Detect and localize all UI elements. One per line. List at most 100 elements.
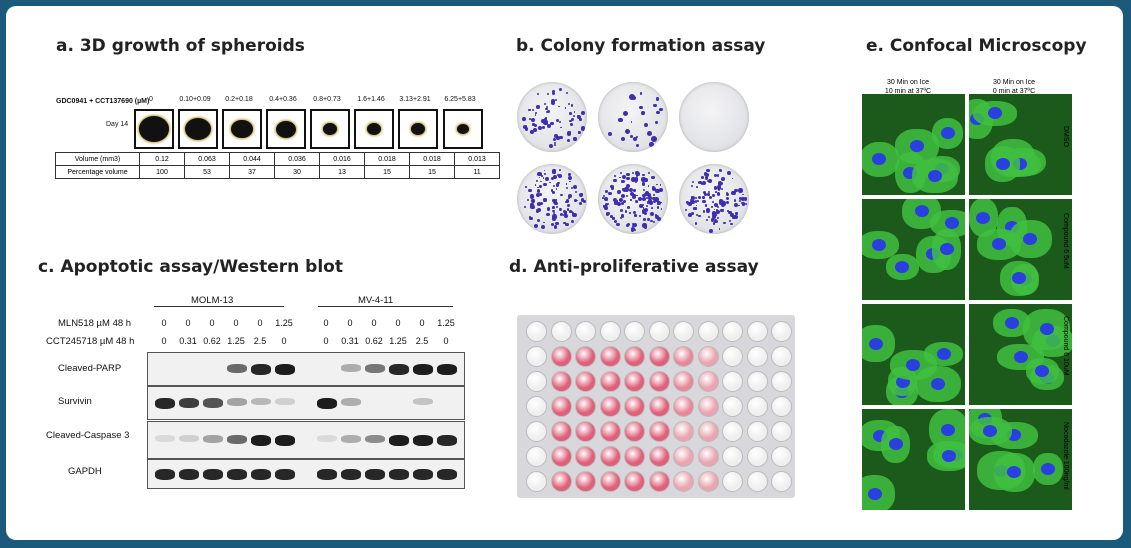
plate-well	[746, 396, 768, 417]
colony	[580, 193, 583, 196]
colony	[560, 194, 563, 197]
colony	[567, 208, 570, 211]
colony	[535, 179, 538, 183]
cell-nucleus	[987, 107, 1002, 120]
protein-band	[341, 398, 361, 406]
colony	[731, 177, 734, 180]
colony	[569, 123, 573, 126]
colony	[605, 202, 609, 207]
spheroid-blob	[139, 116, 169, 142]
colony	[643, 188, 646, 191]
colony	[552, 137, 556, 141]
colony	[704, 173, 710, 178]
colony	[716, 192, 721, 196]
colony	[545, 176, 550, 181]
colony	[544, 117, 547, 121]
colony	[631, 224, 634, 227]
colony	[535, 208, 540, 213]
colony	[624, 129, 630, 135]
colony	[632, 136, 637, 141]
colony	[534, 111, 537, 114]
colony	[609, 215, 613, 218]
colony	[645, 124, 648, 127]
dose-value: 1.25	[437, 318, 455, 328]
protein-band	[179, 469, 199, 480]
colony	[725, 200, 730, 205]
colony	[553, 175, 558, 180]
colony	[621, 180, 625, 184]
volume-cell: 0.018	[409, 152, 455, 166]
colony	[552, 205, 555, 209]
colony	[534, 124, 538, 128]
colony	[639, 105, 643, 109]
colony	[568, 112, 572, 115]
blot-strip	[147, 459, 465, 489]
protein-band	[437, 469, 457, 480]
cell-nucleus	[914, 205, 929, 218]
colony	[690, 195, 693, 198]
colony	[707, 191, 710, 193]
colony	[691, 180, 695, 184]
protein-band	[203, 435, 223, 443]
well-plate	[517, 315, 795, 498]
protein-band	[317, 469, 337, 480]
colony	[715, 209, 720, 215]
protein-band	[413, 435, 433, 446]
colony	[621, 201, 625, 205]
colony	[531, 108, 534, 111]
cell-nucleus	[944, 217, 959, 230]
colony	[655, 188, 660, 193]
colony	[618, 117, 623, 123]
colony	[636, 171, 639, 174]
colony	[582, 199, 586, 204]
colony	[554, 142, 557, 145]
colony	[576, 115, 581, 120]
cell-nucleus	[939, 243, 954, 256]
colony	[569, 180, 571, 183]
colony	[607, 131, 612, 136]
colony	[563, 213, 566, 217]
colony	[705, 208, 711, 213]
colony	[614, 220, 618, 224]
colony	[579, 201, 583, 205]
colony	[540, 224, 546, 230]
colony	[552, 89, 556, 93]
cell-nucleus	[867, 487, 882, 500]
column-header-1: 30 Min on Ice 10 min at 37ºC	[858, 78, 958, 96]
colony	[636, 172, 640, 176]
colony	[629, 93, 636, 100]
dose-value: 0.31	[179, 336, 197, 346]
plate-well	[599, 396, 621, 417]
colony	[537, 125, 542, 130]
colony	[700, 182, 704, 185]
colony	[554, 201, 559, 206]
plate-well	[526, 421, 547, 442]
colony	[636, 136, 638, 138]
plate-well	[697, 371, 719, 392]
protein-band	[275, 469, 295, 480]
colony	[619, 217, 622, 220]
plate-well	[599, 471, 621, 492]
colony	[738, 204, 740, 207]
cell-nucleus	[976, 211, 991, 224]
colony	[654, 197, 659, 202]
colony	[553, 225, 558, 229]
plate-well	[624, 446, 645, 467]
colony	[694, 200, 698, 203]
colony	[581, 111, 586, 116]
protein-band	[389, 469, 409, 480]
volume-cell: 0.12	[139, 152, 185, 166]
blot-label: Cleaved-PARP	[58, 363, 122, 374]
protein-band	[275, 435, 295, 446]
confocal-tile	[862, 304, 965, 405]
colony	[629, 135, 634, 139]
concentration-label: 0	[149, 96, 153, 103]
cell-nucleus	[888, 438, 903, 451]
colony	[559, 208, 562, 211]
colony	[532, 123, 535, 126]
colony	[687, 202, 692, 207]
blot-label: GAPDH	[68, 466, 102, 477]
plate-well	[624, 321, 645, 342]
colony	[712, 194, 716, 198]
protein-band	[365, 364, 385, 373]
